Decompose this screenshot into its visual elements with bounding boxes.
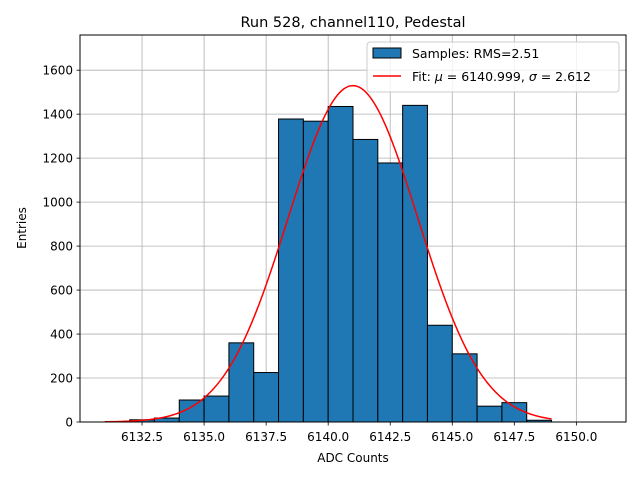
x-tick-label: 6135.0 [183,430,225,444]
legend: Samples: RMS=2.51 Fit: μ = 6140.999, σ =… [366,41,620,93]
x-axis-title: ADC Counts [317,451,389,465]
x-tick-label: 6142.5 [369,430,411,444]
histogram-bar [402,104,428,423]
x-tick-label: 6140.0 [307,430,349,444]
histogram-bar [228,342,255,423]
legend-samples-swatch [372,47,402,59]
legend-samples-label: Samples: RMS=2.51 [412,46,539,61]
legend-fit-mu-symbol: μ [434,69,443,84]
fit-curve-group [104,84,552,423]
histogram-bar [501,402,528,423]
x-tick-label: 6145.0 [431,430,473,444]
chart-title: Run 528, channel110, Pedestal [240,15,465,31]
y-tick-label: 400 [50,328,73,342]
legend-fit-sigma-symbol: σ [529,69,538,84]
fit-curve [104,84,552,423]
histogram-bar [352,138,379,423]
y-tick-label: 1200 [42,152,73,166]
x-tick-label: 6132.5 [121,430,163,444]
x-axis-ticks: 6132.5 6135.0 6137.5 6140.0 6142.5 6145.0 6147… [121,422,597,444]
y-tick-label: 200 [50,372,73,386]
legend-fit-mu-value: = 6140.999, [443,69,529,84]
legend-box [366,41,620,93]
histogram-bar [327,105,354,423]
y-tick-label: 800 [50,240,73,254]
x-tick-label: 6137.5 [245,430,287,444]
histogram-bar [476,405,503,423]
x-tick-label: 6150.0 [555,430,597,444]
histogram-bar [253,372,280,423]
y-tick-label: 0 [65,416,73,430]
histogram-bar [377,162,404,423]
legend-fit-prefix: Fit: [412,69,435,84]
histogram-bar [302,120,329,423]
legend-fit-sigma-value: = 2.612 [537,69,591,84]
y-tick-label: 1000 [42,196,73,210]
y-axis-title: Entries [15,207,29,249]
histogram-bar [426,324,453,423]
histogram-bar [278,118,304,423]
y-axis-ticks: 0 200 400 600 800 1000 1200 1400 1600 [42,64,80,430]
y-tick-label: 1600 [42,64,73,78]
legend-fit-label: Fit: μ = 6140.999, σ = 2.612 [412,69,591,84]
plot-frame [79,34,627,423]
histogram-bar [451,353,478,423]
x-tick-label: 6147.5 [493,430,535,444]
histogram-bars [129,104,553,423]
y-tick-label: 1400 [42,108,73,122]
histogram-bar [203,395,230,423]
y-tick-label: 600 [50,284,73,298]
